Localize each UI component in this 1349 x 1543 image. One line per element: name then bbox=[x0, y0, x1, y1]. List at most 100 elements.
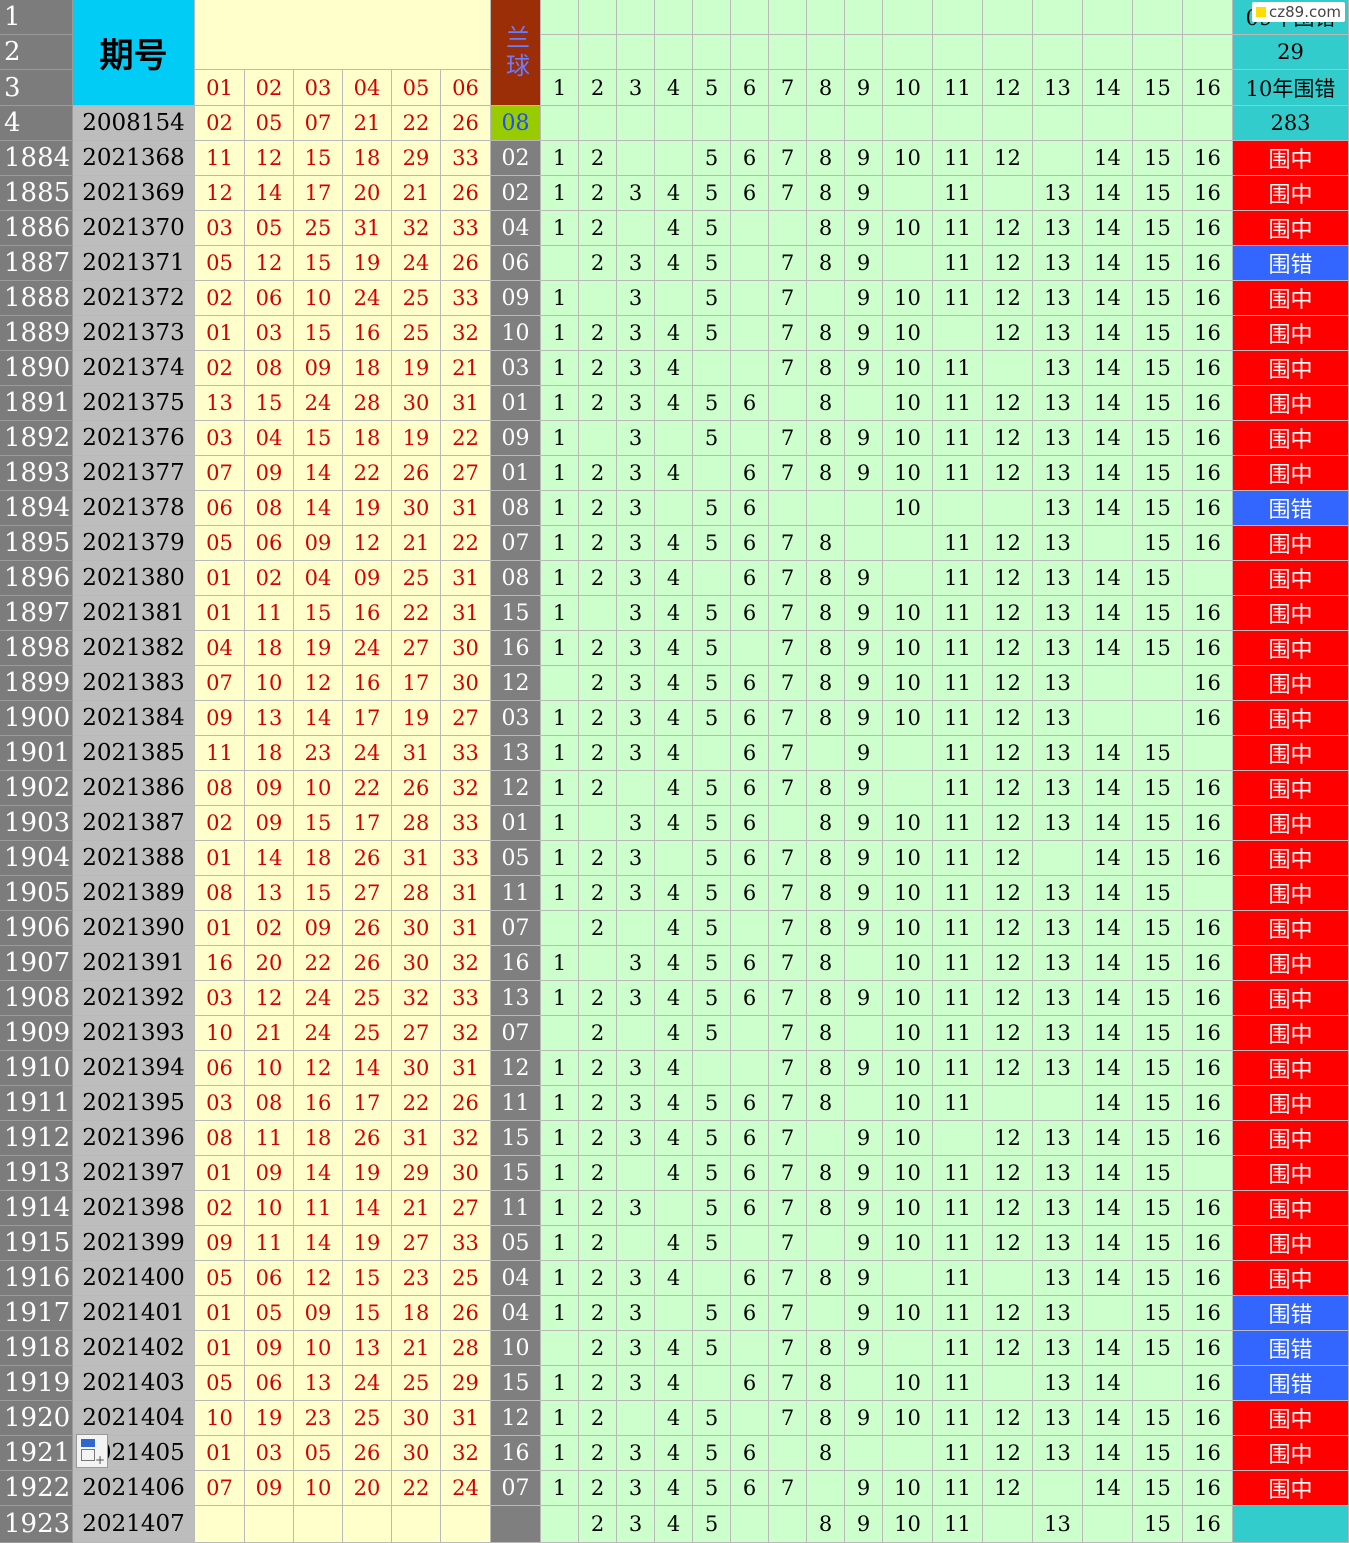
row-header[interactable]: 1893 bbox=[0, 456, 73, 491]
green-number-cell[interactable]: 3 bbox=[617, 456, 655, 491]
period-cell[interactable]: 2021371 bbox=[73, 246, 195, 281]
red-number-cell[interactable]: 21 bbox=[392, 1191, 441, 1226]
green-number-cell[interactable]: 16 bbox=[1183, 1121, 1233, 1156]
green-number-cell[interactable]: 1 bbox=[541, 1471, 579, 1506]
green-number-cell[interactable]: 15 bbox=[1133, 1436, 1183, 1471]
red-number-cell[interactable]: 09 bbox=[245, 1331, 294, 1366]
green-number-cell[interactable]: 11 bbox=[933, 1471, 983, 1506]
blue-number-cell[interactable]: 07 bbox=[491, 1016, 541, 1051]
green-number-cell[interactable] bbox=[1183, 1156, 1233, 1191]
red-number-cell[interactable]: 30 bbox=[392, 491, 441, 526]
green-number-cell[interactable]: 2 bbox=[579, 1331, 617, 1366]
green-header-blank[interactable] bbox=[807, 35, 845, 70]
green-number-cell[interactable]: 12 bbox=[983, 1226, 1033, 1261]
green-number-cell[interactable]: 3 bbox=[617, 1436, 655, 1471]
green-number-cell[interactable]: 7 bbox=[769, 876, 807, 911]
red-number-cell[interactable]: 30 bbox=[392, 386, 441, 421]
red-number-cell[interactable]: 13 bbox=[343, 1331, 392, 1366]
green-number-cell[interactable]: 2 bbox=[579, 211, 617, 246]
green-number-cell[interactable]: 4 bbox=[655, 1051, 693, 1086]
green-number-cell[interactable]: 11 bbox=[933, 701, 983, 736]
green-header-blank[interactable] bbox=[693, 35, 731, 70]
green-number-cell[interactable] bbox=[541, 1506, 579, 1543]
green-number-cell[interactable]: 9 bbox=[845, 246, 883, 281]
green-number-cell[interactable]: 16 bbox=[1183, 1051, 1233, 1086]
green-number-cell[interactable]: 14 bbox=[1083, 491, 1133, 526]
green-number-cell[interactable] bbox=[541, 911, 579, 946]
green-header-blank[interactable] bbox=[617, 35, 655, 70]
green-column-number[interactable]: 8 bbox=[807, 70, 845, 106]
green-number-cell[interactable]: 10 bbox=[883, 666, 933, 701]
row-header[interactable]: 1890 bbox=[0, 351, 73, 386]
green-number-cell[interactable]: 10 bbox=[883, 1156, 933, 1191]
green-number-cell[interactable]: 14 bbox=[1083, 1401, 1133, 1436]
red-number-cell[interactable]: 23 bbox=[294, 1401, 343, 1436]
green-number-cell[interactable] bbox=[1083, 701, 1133, 736]
green-number-cell[interactable] bbox=[845, 1086, 883, 1121]
green-number-cell[interactable]: 14 bbox=[1083, 736, 1133, 771]
red-number-cell[interactable]: 10 bbox=[195, 1016, 245, 1051]
green-number-cell[interactable] bbox=[883, 561, 933, 596]
green-number-cell[interactable] bbox=[731, 281, 769, 316]
red-number-cell[interactable]: 10 bbox=[294, 1331, 343, 1366]
red-number-cell[interactable]: 25 bbox=[392, 316, 441, 351]
green-number-cell[interactable]: 5 bbox=[693, 841, 731, 876]
green-number-cell[interactable]: 16 bbox=[1183, 1471, 1233, 1506]
result-cell[interactable]: 围中 bbox=[1233, 1121, 1349, 1156]
red-number-cell[interactable]: 19 bbox=[392, 421, 441, 456]
green-header-blank[interactable] bbox=[693, 0, 731, 35]
green-number-cell[interactable]: 1 bbox=[541, 841, 579, 876]
red-number-cell[interactable] bbox=[441, 1506, 491, 1543]
red-number-cell[interactable]: 30 bbox=[392, 1051, 441, 1086]
green-number-cell[interactable]: 15 bbox=[1133, 246, 1183, 281]
red-number-cell[interactable]: 06 bbox=[195, 491, 245, 526]
red-number-cell[interactable] bbox=[294, 1506, 343, 1543]
blue-number-cell[interactable]: 04 bbox=[491, 1296, 541, 1331]
green-number-cell[interactable]: 5 bbox=[693, 1016, 731, 1051]
green-number-cell[interactable] bbox=[983, 1261, 1033, 1296]
green-number-cell[interactable]: 9 bbox=[845, 981, 883, 1016]
green-number-cell[interactable]: 8 bbox=[807, 1156, 845, 1191]
row-header[interactable]: 1889 bbox=[0, 316, 73, 351]
green-number-cell[interactable]: 10 bbox=[883, 421, 933, 456]
green-number-cell[interactable]: 2 bbox=[579, 876, 617, 911]
green-number-cell[interactable]: 9 bbox=[845, 1401, 883, 1436]
red-number-cell[interactable]: 05 bbox=[245, 1296, 294, 1331]
red-number-cell[interactable]: 06 bbox=[195, 1051, 245, 1086]
green-number-cell[interactable]: 8 bbox=[807, 876, 845, 911]
green-number-cell[interactable]: 13 bbox=[1033, 456, 1083, 491]
green-number-cell[interactable]: 9 bbox=[845, 421, 883, 456]
red-number-cell[interactable]: 02 bbox=[195, 351, 245, 386]
green-number-cell[interactable]: 7 bbox=[769, 176, 807, 211]
red-number-cell[interactable]: 32 bbox=[441, 946, 491, 981]
green-number-cell[interactable] bbox=[1183, 736, 1233, 771]
green-number-cell[interactable] bbox=[731, 911, 769, 946]
red-number-cell[interactable]: 09 bbox=[294, 351, 343, 386]
red-number-cell[interactable]: 29 bbox=[441, 1366, 491, 1401]
green-number-cell[interactable]: 8 bbox=[807, 1366, 845, 1401]
green-header-blank[interactable] bbox=[1033, 0, 1083, 35]
green-number-cell[interactable]: 10 bbox=[883, 491, 933, 526]
green-number-cell[interactable]: 2 bbox=[579, 1051, 617, 1086]
green-number-cell[interactable]: 2 bbox=[579, 1506, 617, 1543]
result-cell[interactable]: 围中 bbox=[1233, 141, 1349, 176]
green-header-blank[interactable] bbox=[655, 0, 693, 35]
green-number-cell[interactable]: 15 bbox=[1133, 1051, 1183, 1086]
green-number-cell[interactable]: 13 bbox=[1033, 1226, 1083, 1261]
red-number-cell[interactable]: 20 bbox=[245, 946, 294, 981]
green-number-cell[interactable]: 4 bbox=[655, 211, 693, 246]
green-number-cell[interactable]: 1 bbox=[541, 1086, 579, 1121]
green-number-cell[interactable] bbox=[983, 491, 1033, 526]
green-number-cell[interactable] bbox=[1183, 561, 1233, 596]
red-number-cell[interactable]: 04 bbox=[245, 421, 294, 456]
green-header-blank[interactable] bbox=[1183, 0, 1233, 35]
green-number-cell[interactable]: 11 bbox=[933, 1296, 983, 1331]
blue-number-cell[interactable]: 16 bbox=[491, 631, 541, 666]
blue-number-cell[interactable]: 03 bbox=[491, 701, 541, 736]
row-header[interactable]: 1913 bbox=[0, 1156, 73, 1191]
row-header[interactable]: 1901 bbox=[0, 736, 73, 771]
green-number-cell[interactable]: 7 bbox=[769, 596, 807, 631]
red-number-cell[interactable]: 07 bbox=[195, 456, 245, 491]
green-number-cell[interactable]: 1 bbox=[541, 1296, 579, 1331]
red-column-number[interactable]: 05 bbox=[392, 70, 441, 106]
